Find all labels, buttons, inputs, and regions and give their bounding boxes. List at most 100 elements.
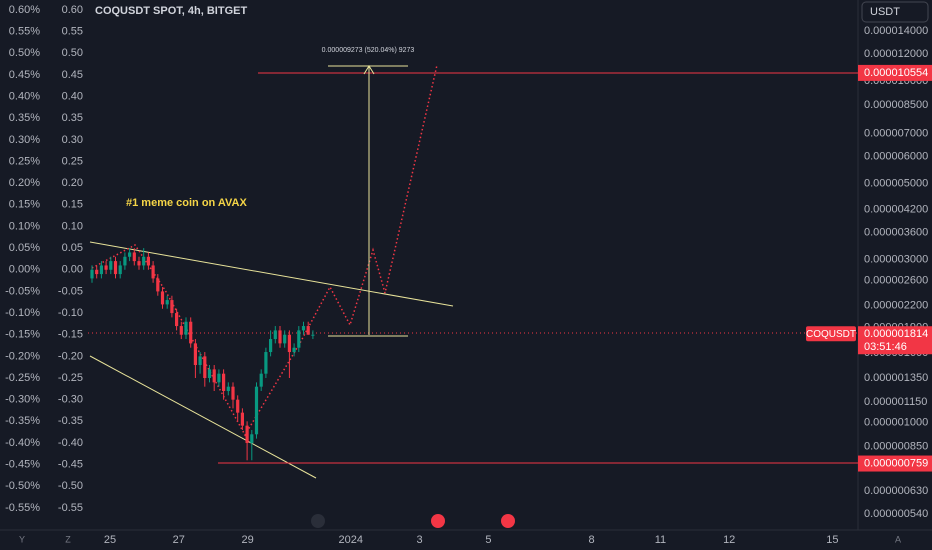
candle-body bbox=[207, 369, 212, 379]
candle-body bbox=[297, 330, 301, 348]
candle-body bbox=[264, 352, 268, 374]
candle-body bbox=[245, 425, 249, 443]
y-tick-label: 0.45 bbox=[62, 69, 83, 81]
pct-tick-label: -0.20% bbox=[5, 350, 40, 362]
x-tick-label: 12 bbox=[723, 534, 735, 546]
price-label: 0.000000759 bbox=[864, 457, 928, 469]
countdown: 03:51:46 bbox=[864, 341, 907, 353]
pct-tick-label: 0.50% bbox=[9, 47, 40, 59]
candle-body bbox=[217, 373, 221, 383]
y2-tick-label: 0.000008500 bbox=[864, 99, 928, 111]
pct-tick-label: -0.40% bbox=[5, 437, 40, 449]
pct-tick-label: -0.50% bbox=[5, 480, 40, 492]
y-tick-label: 0.00 bbox=[62, 264, 83, 276]
price-label: 0.000010554 bbox=[864, 67, 928, 79]
trendline bbox=[89, 241, 454, 307]
y-tick-label: 0.35 bbox=[62, 112, 83, 124]
candle-body bbox=[193, 343, 197, 366]
y2-tick-label: 0.000001000 bbox=[864, 417, 928, 429]
symbol-box bbox=[806, 326, 856, 342]
x-tick-label: 15 bbox=[826, 534, 838, 546]
candle-body bbox=[184, 321, 188, 335]
event-icon[interactable] bbox=[501, 514, 515, 528]
currency[interactable]: USDT bbox=[870, 6, 900, 18]
candle-body bbox=[306, 326, 310, 335]
x-tick-label: 25 bbox=[104, 534, 116, 546]
y-tick-label: -0.45 bbox=[58, 459, 83, 471]
candle-body bbox=[240, 412, 244, 426]
candle-body bbox=[156, 278, 160, 292]
candle-body bbox=[165, 300, 169, 305]
y-tick-label: 0.10 bbox=[62, 220, 83, 232]
trendline bbox=[89, 355, 317, 479]
y2-tick-label: 0.000006000 bbox=[864, 151, 928, 163]
candle-body bbox=[259, 373, 263, 387]
bottom-button[interactable]: Y bbox=[19, 534, 25, 544]
x-tick-label: 27 bbox=[173, 534, 185, 546]
candle-body bbox=[226, 386, 230, 392]
y2-tick-label: 0.000000850 bbox=[864, 441, 928, 453]
y-tick-label: -0.20 bbox=[58, 350, 83, 362]
candle-body bbox=[179, 326, 183, 335]
candle-body bbox=[142, 256, 146, 266]
y-tick-label: -0.35 bbox=[58, 415, 83, 427]
price-label-box bbox=[858, 64, 932, 81]
candle-body bbox=[254, 386, 259, 435]
pct-tick-label: -0.30% bbox=[5, 394, 40, 406]
symbol-label: COQUSDT bbox=[806, 329, 856, 340]
pct-tick-label: 0.55% bbox=[9, 26, 40, 38]
pct-tick-label: 0.15% bbox=[9, 199, 40, 211]
y2-tick-label: 0.000004200 bbox=[864, 204, 928, 216]
chart-title: COQUSDT SPOT, 4h, BITGET bbox=[95, 5, 247, 17]
candle-body bbox=[212, 369, 216, 383]
pct-tick-label: 0.05% bbox=[9, 242, 40, 254]
y2-tick-label: 0.000003000 bbox=[864, 253, 928, 265]
pct-tick-label: -0.05% bbox=[5, 285, 40, 297]
bottom-button[interactable]: A bbox=[895, 534, 901, 544]
y-tick-label: 0.60 bbox=[62, 4, 83, 16]
price-label-box bbox=[858, 326, 932, 355]
x-tick-label: 11 bbox=[655, 534, 666, 546]
y-tick-label: 0.05 bbox=[62, 242, 83, 254]
pct-tick-label: -0.25% bbox=[5, 372, 40, 384]
event-icon[interactable] bbox=[311, 514, 325, 528]
pct-tick-label: -0.10% bbox=[5, 307, 40, 319]
candle-body bbox=[175, 313, 179, 327]
pct-tick-label: 0.60% bbox=[9, 4, 40, 16]
y2-tick-label: 0.000001350 bbox=[864, 372, 928, 384]
y-tick-label: 0.20 bbox=[62, 177, 83, 189]
pct-tick-label: -0.55% bbox=[5, 502, 40, 514]
candle-body bbox=[123, 256, 127, 266]
y-tick-label: 0.25 bbox=[62, 155, 83, 167]
pct-tick-label: 0.00% bbox=[9, 264, 40, 276]
candle-body bbox=[113, 261, 118, 275]
pct-tick-label: 0.35% bbox=[9, 112, 40, 124]
candle-body bbox=[104, 265, 108, 270]
x-tick-label: 29 bbox=[241, 534, 253, 546]
pct-tick-label: 0.25% bbox=[9, 155, 40, 167]
event-icon[interactable] bbox=[431, 514, 445, 528]
candle-body bbox=[99, 265, 103, 275]
x-tick-label: 5 bbox=[485, 534, 491, 546]
pct-tick-label: 0.40% bbox=[9, 90, 40, 102]
candle-body bbox=[198, 356, 202, 366]
y-tick-label: -0.15 bbox=[58, 329, 83, 341]
y2-tick-label: 0.000001150 bbox=[864, 396, 927, 408]
candle-body bbox=[109, 261, 113, 270]
candle-body bbox=[151, 265, 155, 279]
y-tick-label: -0.10 bbox=[58, 307, 83, 319]
x-tick-label: 2024 bbox=[339, 534, 363, 546]
y2-tick-label: 0.000000630 bbox=[864, 485, 928, 497]
y2-tick-label: 0.000005000 bbox=[864, 178, 928, 190]
y-tick-label: -0.55 bbox=[58, 502, 83, 514]
bottom-button[interactable]: Z bbox=[65, 534, 71, 544]
y-tick-label: -0.25 bbox=[58, 372, 83, 384]
y-tick-label: 0.30 bbox=[62, 134, 83, 146]
y2-tick-label: 0.000014000 bbox=[864, 25, 928, 37]
pct-tick-label: -0.45% bbox=[5, 459, 40, 471]
currency-button[interactable] bbox=[861, 1, 929, 23]
y2-tick-label: 0.000012000 bbox=[864, 48, 928, 60]
y-tick-label: -0.40 bbox=[58, 437, 83, 449]
